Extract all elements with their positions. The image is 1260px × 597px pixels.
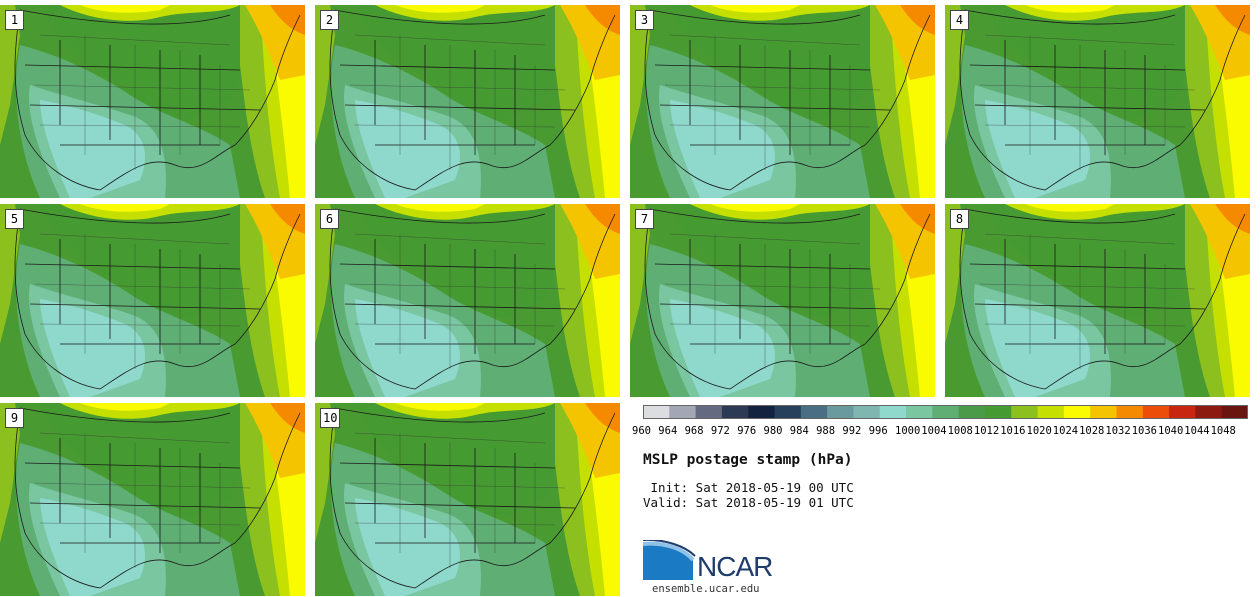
colorbar-segment bbox=[1116, 405, 1144, 419]
colorbar-tick-label: 1044 bbox=[1184, 425, 1210, 437]
colorbar-tick-label: 960 bbox=[632, 425, 651, 437]
colorbar-segment bbox=[1221, 405, 1248, 419]
colorbar-tick-label: 1020 bbox=[1026, 425, 1052, 437]
colorbar-tick-label: 1004 bbox=[921, 425, 947, 437]
colorbar-segment bbox=[853, 405, 881, 419]
panel-label: 10 bbox=[320, 408, 341, 428]
map-panel-7: 7 bbox=[630, 204, 935, 397]
panel-label: 1 bbox=[5, 10, 24, 30]
ncar-logo-icon bbox=[643, 540, 696, 580]
colorbar-segment bbox=[1169, 405, 1196, 419]
colorbar-tick-label: 1036 bbox=[1131, 425, 1157, 437]
colorbar-segment bbox=[695, 405, 723, 419]
colorbar-segment bbox=[669, 405, 697, 419]
colorbar-segment bbox=[1011, 405, 1039, 419]
panel-label: 5 bbox=[5, 209, 24, 229]
map-panel-9: 9 bbox=[0, 403, 305, 596]
panel-label: 2 bbox=[320, 10, 339, 30]
colorbar-tick-label: 980 bbox=[763, 425, 783, 437]
plot-title: MSLP postage stamp (hPa) bbox=[643, 452, 853, 468]
panel-label: 6 bbox=[320, 209, 339, 229]
map-panel-3: 3 bbox=[630, 5, 935, 198]
map-panel-10: 10 bbox=[315, 403, 620, 596]
colorbar-tick-label: 992 bbox=[842, 425, 862, 437]
panel-label: 7 bbox=[635, 209, 654, 229]
colorbar-segment bbox=[1142, 405, 1170, 419]
colorbar-segment bbox=[958, 405, 986, 419]
colorbar-segment bbox=[984, 405, 1012, 419]
panel-label: 4 bbox=[950, 10, 969, 30]
colorbar-segment bbox=[1090, 405, 1117, 419]
colorbar-segment bbox=[1063, 405, 1091, 419]
colorbar-tick-label: 988 bbox=[816, 425, 836, 437]
colorbar-tick-label: 1032 bbox=[1105, 425, 1131, 437]
pressure-colorbar bbox=[643, 405, 1248, 419]
colorbar-segment bbox=[748, 405, 776, 419]
colorbar-tick-label: 1012 bbox=[973, 425, 1000, 437]
colorbar-tick-label: 996 bbox=[868, 425, 888, 437]
panel-label: 8 bbox=[950, 209, 969, 229]
colorbar-segment bbox=[800, 405, 828, 419]
colorbar-tick-label: 1024 bbox=[1052, 425, 1079, 437]
colorbar-tick-label: 976 bbox=[737, 425, 757, 437]
map-panel-4: 4 bbox=[945, 5, 1250, 198]
colorbar-segment bbox=[721, 405, 749, 419]
colorbar-segment bbox=[1037, 405, 1065, 419]
colorbar-tick-label: 972 bbox=[710, 425, 730, 437]
colorbar-tick-label: 968 bbox=[684, 425, 704, 437]
colorbar-tick-label: 984 bbox=[789, 425, 809, 437]
colorbar-segment bbox=[879, 405, 907, 419]
colorbar-tick-label: 1048 bbox=[1210, 425, 1236, 437]
colorbar-tick-label: 1016 bbox=[1000, 425, 1026, 437]
colorbar-segment bbox=[932, 405, 960, 419]
init-time: Init: Sat 2018-05-19 00 UTC bbox=[643, 480, 854, 495]
colorbar-segment bbox=[906, 405, 933, 419]
ncar-logo-text: NCAR bbox=[697, 551, 773, 582]
panel-label: 3 bbox=[635, 10, 654, 30]
panel-label: 9 bbox=[5, 408, 24, 428]
colorbar-tick-label: 964 bbox=[658, 425, 678, 437]
colorbar-segment bbox=[827, 405, 854, 419]
colorbar-segment bbox=[774, 405, 802, 419]
map-panel-6: 6 bbox=[315, 204, 620, 397]
map-panel-2: 2 bbox=[315, 5, 620, 198]
colorbar-tick-label: 1040 bbox=[1158, 425, 1184, 437]
map-panel-5: 5 bbox=[0, 204, 305, 397]
colorbar-segment bbox=[643, 405, 670, 419]
colorbar-tick-label: 1028 bbox=[1079, 425, 1105, 437]
valid-time: Valid: Sat 2018-05-19 01 UTC bbox=[643, 495, 854, 510]
colorbar-tick-label: 1000 bbox=[895, 425, 921, 437]
map-panel-8: 8 bbox=[945, 204, 1250, 397]
website-url[interactable]: ensemble.ucar.edu bbox=[652, 583, 760, 595]
map-panel-1: 1 bbox=[0, 5, 305, 198]
colorbar-segment bbox=[1195, 405, 1223, 419]
colorbar-tick-label: 1008 bbox=[947, 425, 973, 437]
